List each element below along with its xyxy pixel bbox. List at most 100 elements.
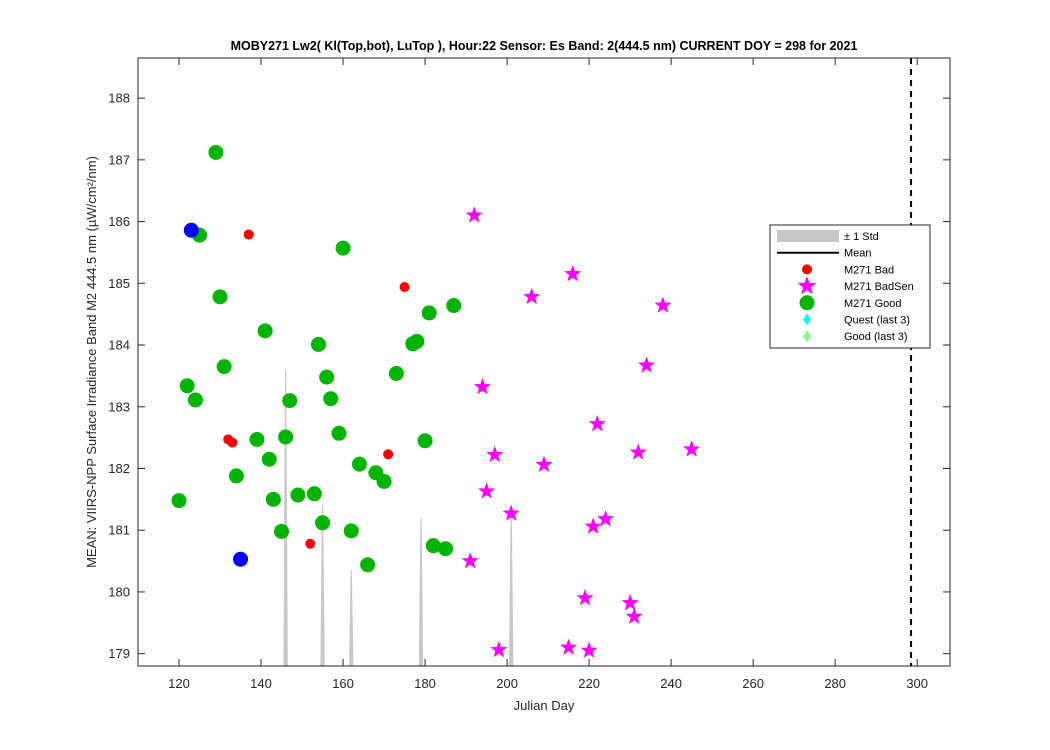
m271-good-point [331,425,347,441]
m271-badsen-point [637,356,656,373]
m271-good-point [319,369,335,385]
legend-label: Good (last 3) [844,331,908,343]
m271-badsen-point [576,589,594,606]
m271-good-point [179,378,195,394]
legend-box [769,224,931,349]
m271-good-point [376,473,392,489]
legend-label: Mean [844,248,872,260]
y-tick-label: 184 [108,338,130,353]
m271-badsen-point [461,552,479,569]
m271-good-point [360,557,376,573]
y-tick-label: 179 [108,646,130,661]
m271-good-point [409,333,425,349]
m271-good-point [261,451,277,467]
m271-badsen-point [596,510,615,527]
m271-good-point [257,323,273,339]
m271-bad-point [243,229,254,240]
legend-swatch-star [797,276,817,295]
m271-good-point [208,144,224,160]
m271-bad-point [399,282,410,293]
std-band-spike [418,517,424,666]
m271-badsen-point [535,455,553,473]
m271-badsen-point [523,287,541,305]
m271-good-point [421,305,437,321]
m271-badsen-point [564,265,582,282]
m271-badsen-point [490,640,508,658]
x-tick-label: 300 [906,676,928,691]
x-axis-title: Julian Day [514,698,575,713]
m271-badsen-point [502,504,520,521]
legend-swatch-band [777,230,839,242]
legend-label: M271 Good [844,298,901,310]
m271-good-point [265,491,281,507]
legend-swatch-circle-small [802,264,812,275]
y-axis-title: MEAN: VIIRS-NPP Surface Irradiance Band … [84,156,99,568]
legend-label: M271 BadSen [844,281,914,293]
m271-badsen-point [621,594,639,611]
x-tick-label: 160 [332,676,354,691]
y-tick-label: 183 [108,399,130,414]
m271-good-point [417,433,433,449]
chart-title: MOBY271 Lw2( Kl(Top,bot), LuTop ), Hour:… [231,39,858,53]
m271-good-point [323,391,339,407]
legend: ± 1 Std Mean M271 Bad M271 BadSen M271 Good Q… [769,224,931,349]
m271-good-point [216,359,232,375]
m271-good-point [212,289,228,305]
m271-badsen-point [465,206,483,223]
m271-good-point [438,541,454,557]
m271-good-point [335,240,351,256]
x-tick-label: 180 [414,676,436,691]
m271-good-point [315,515,331,531]
m271-bad-point [383,449,394,460]
y-tick-label: 187 [108,152,130,167]
m271-badsen-point [486,445,504,463]
m271-good-point [425,538,441,554]
m271-good-point [249,431,265,447]
x-tick-label: 220 [578,676,600,691]
legend-swatch-diamond [803,330,811,343]
m271-badsen-point [683,440,701,457]
blue-point [233,551,249,567]
m271-badsen-point [584,517,602,534]
m271-badsen-point [478,482,496,499]
m271-badsen-point [625,607,643,624]
m271-badsen-point [588,415,606,432]
m271-good-point [171,493,187,509]
legend-swatch-circle-large [799,295,815,311]
m271-badsen-point [473,378,492,395]
x-tick-label: 260 [742,676,764,691]
legend-label: M271 Bad [844,264,894,276]
m271-good-point [306,486,322,502]
m271-badsen-point [580,641,598,658]
m271-badsen-point [560,638,578,655]
m271-good-point [187,392,203,408]
m271-good-point [274,523,290,539]
std-band-spike [283,369,288,666]
y-tick-label: 181 [108,523,130,538]
legend-label: Quest (last 3) [844,315,910,327]
m271-badsen-point [654,296,672,313]
m271-good-point [282,393,298,409]
plot-area [171,58,913,666]
m271-bad-point [305,538,316,549]
std-band-spike [320,505,325,666]
m271-good-point [310,336,326,352]
m271-good-point [343,523,359,539]
y-tick-label: 182 [108,461,130,476]
plot-frame [137,57,951,667]
m271-bad-point [227,437,238,448]
y-tick-label: 185 [108,276,130,291]
x-tick-label: 200 [496,676,518,691]
m271-badsen-point [629,443,647,460]
m271-good-point [290,487,306,503]
y-tick-label: 180 [108,584,130,599]
m271-good-point [228,468,244,484]
x-tick-label: 140 [250,676,272,691]
x-tick-label: 120 [168,676,190,691]
y-tick-label: 186 [108,214,130,229]
m271-good-point [351,456,367,472]
axes: 120 140 160 180 200 220 240 260 280 300 179 180 181 1… [108,58,950,691]
std-band-spike [508,511,514,666]
x-tick-label: 280 [824,676,846,691]
legend-swatch-diamond [803,313,811,326]
